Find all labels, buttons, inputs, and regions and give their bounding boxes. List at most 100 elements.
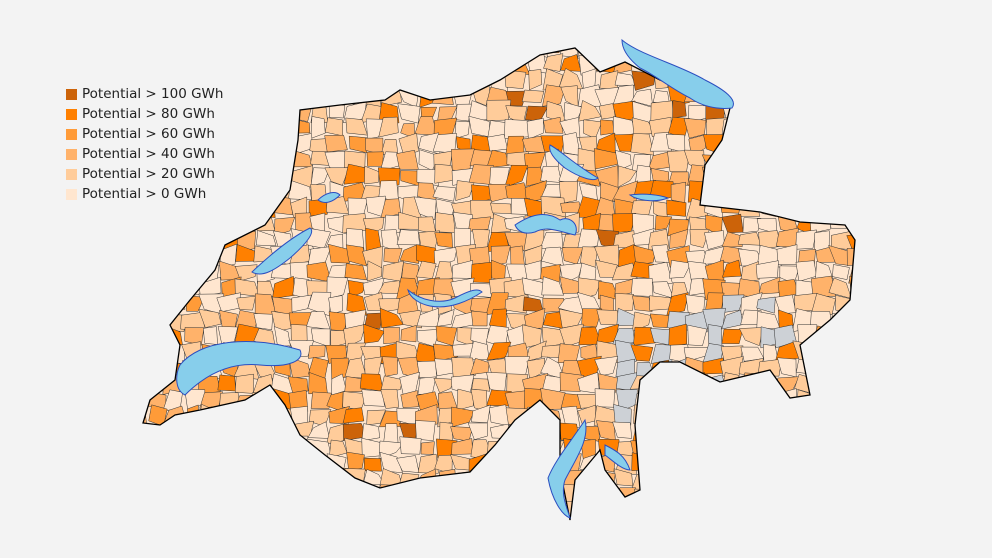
municipality-region — [828, 196, 853, 217]
municipality-region — [505, 439, 529, 460]
municipality-region — [290, 73, 313, 93]
municipality-region — [669, 458, 690, 477]
municipality-region — [740, 420, 761, 440]
municipality-region — [383, 423, 399, 443]
municipality-region — [433, 377, 456, 394]
municipality-region — [687, 426, 708, 443]
municipality-region — [687, 436, 710, 458]
municipality-region — [810, 72, 836, 93]
municipality-region — [632, 295, 653, 312]
municipality-region — [167, 275, 187, 298]
municipality-region — [521, 454, 542, 474]
municipality-region — [829, 420, 849, 444]
municipality-region — [742, 500, 761, 520]
municipality-region — [755, 260, 779, 279]
municipality-region — [579, 484, 598, 506]
municipality-region — [504, 119, 530, 139]
municipality-region — [165, 55, 187, 77]
municipality-region — [651, 48, 671, 57]
municipality-region — [488, 471, 512, 489]
municipality-region — [756, 500, 780, 520]
municipality-region — [419, 67, 440, 90]
municipality-region — [413, 196, 437, 221]
municipality-region — [510, 245, 525, 267]
municipality-region — [396, 229, 420, 246]
lake-constance — [621, 38, 734, 109]
municipality-region — [811, 200, 836, 221]
municipality-region — [581, 308, 603, 328]
municipality-region — [669, 48, 692, 61]
legend-swatch — [66, 148, 77, 160]
lake-zurich — [549, 144, 599, 181]
municipality-region — [163, 484, 189, 509]
municipality-region — [216, 484, 242, 508]
municipality-region — [432, 186, 456, 202]
municipality-region — [760, 73, 782, 88]
municipality-region — [143, 244, 149, 268]
municipality-region — [848, 519, 855, 520]
municipality-region — [344, 263, 368, 281]
municipality-region — [617, 165, 637, 188]
municipality-region — [865, 376, 887, 394]
municipality-region — [630, 278, 654, 297]
municipality-region — [162, 263, 185, 283]
municipality-region — [576, 516, 598, 520]
municipality-region — [451, 357, 476, 379]
municipality-region — [794, 422, 817, 442]
municipality-region — [168, 500, 183, 520]
municipality-region — [719, 454, 740, 473]
municipality-region — [812, 150, 833, 166]
municipality-region — [185, 469, 205, 491]
municipality-region — [741, 485, 760, 504]
municipality-region — [812, 404, 834, 425]
municipality-region — [828, 485, 851, 507]
municipality-region — [198, 308, 222, 328]
municipality-region — [759, 165, 781, 187]
municipality-region — [792, 68, 816, 92]
municipality-region — [630, 133, 655, 156]
legend-item-80: Potential > 80 GWh — [66, 104, 223, 124]
municipality-region — [181, 422, 202, 443]
municipality-region — [781, 468, 801, 492]
municipality-region — [382, 52, 399, 74]
municipality-region — [720, 149, 742, 167]
municipality-region — [794, 163, 815, 185]
municipality-region — [291, 294, 312, 313]
municipality-region — [270, 421, 294, 444]
legend-label: Potential > 100 GWh — [82, 86, 224, 102]
municipality-region — [454, 56, 477, 71]
municipality-region — [366, 151, 384, 167]
municipality-region — [521, 89, 545, 103]
municipality-region — [810, 341, 834, 361]
municipality-region — [251, 148, 274, 171]
municipality-region — [328, 243, 350, 264]
municipality-region — [273, 454, 291, 473]
municipality-region — [526, 118, 544, 140]
municipality-region — [523, 422, 548, 444]
municipality-region — [668, 425, 690, 440]
lake-biel — [317, 192, 341, 203]
municipality-region — [828, 358, 848, 377]
municipality-region — [310, 167, 330, 187]
municipality-region — [436, 308, 455, 327]
municipality-region — [168, 467, 186, 491]
municipality-region — [739, 89, 763, 107]
municipality-region — [739, 327, 764, 347]
municipality-region — [397, 500, 418, 520]
municipality-region — [868, 313, 889, 330]
municipality-region — [288, 48, 313, 61]
municipality-region — [720, 391, 744, 412]
municipality-region — [594, 356, 619, 377]
municipality-region — [310, 391, 332, 409]
municipality-region — [795, 132, 815, 154]
municipality-region — [864, 438, 889, 456]
municipality-region — [256, 164, 272, 186]
municipality-region — [871, 390, 890, 411]
municipality-region — [234, 102, 259, 120]
municipality-region — [812, 501, 831, 520]
municipality-region — [276, 120, 297, 139]
municipality-region — [400, 390, 419, 409]
municipality-region — [181, 484, 206, 508]
municipality-region — [721, 470, 745, 487]
municipality-region — [503, 48, 529, 58]
